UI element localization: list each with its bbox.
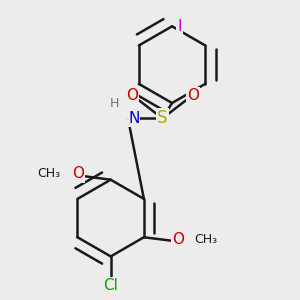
Text: S: S	[157, 110, 168, 128]
Text: H: H	[110, 97, 119, 110]
Text: O: O	[72, 167, 84, 182]
Text: O: O	[172, 232, 184, 247]
Text: O: O	[187, 88, 199, 103]
Text: CH₃: CH₃	[194, 233, 217, 246]
Text: I: I	[178, 19, 182, 34]
Text: Cl: Cl	[103, 278, 118, 293]
Text: CH₃: CH₃	[38, 167, 61, 181]
Text: O: O	[126, 88, 138, 103]
Text: N: N	[128, 111, 140, 126]
